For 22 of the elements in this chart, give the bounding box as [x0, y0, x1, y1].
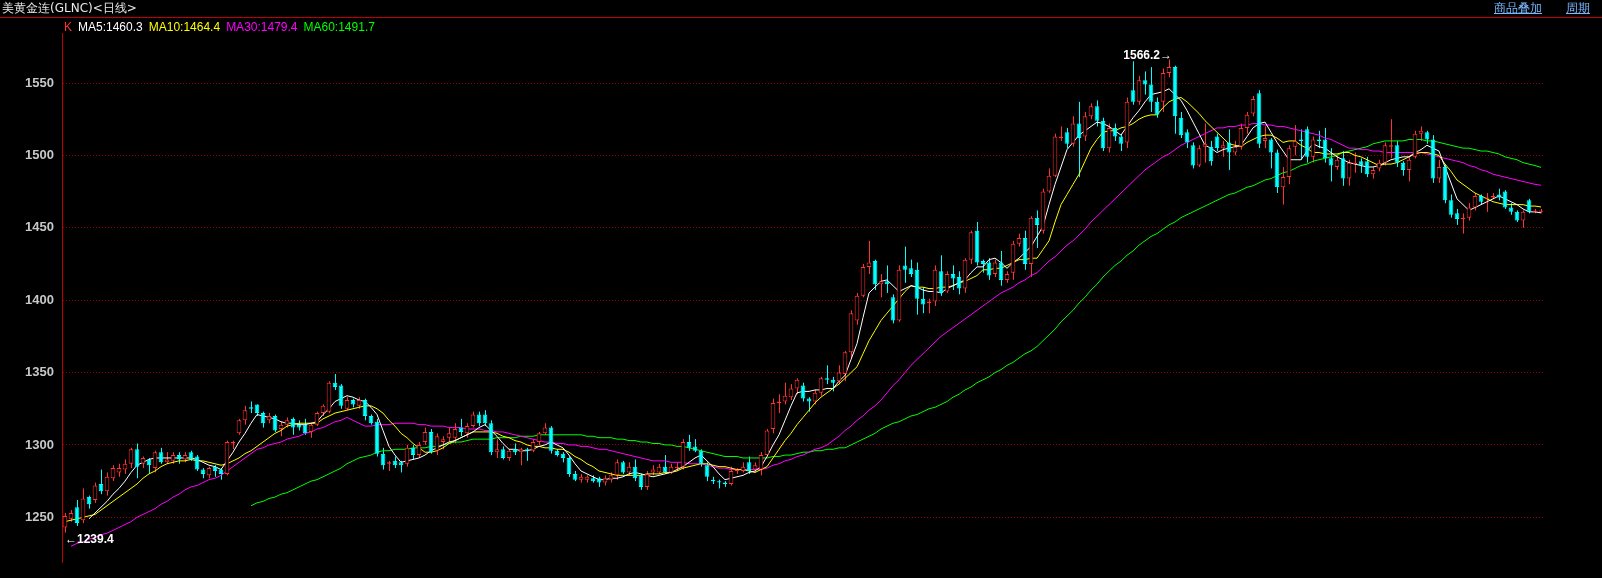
text: MA5:1460.3 [78, 20, 143, 34]
y-tick-label: 1450 [25, 219, 54, 235]
y-tick-label: 1400 [25, 291, 54, 307]
text: MA30:1479.4 [226, 20, 298, 34]
y-tick-label: 1550 [25, 74, 54, 90]
candlestick [1262, 125, 1268, 149]
chart-title: 美黄金连(GLNC)<日线> [2, 0, 137, 16]
y-tick-label: 1350 [25, 364, 54, 380]
text: 周期 [1566, 1, 1590, 15]
annotation: 1566.2→ [1123, 47, 1172, 62]
text: MA10:1464.4 [148, 20, 221, 34]
candlestick [878, 273, 884, 298]
candlestick [902, 246, 908, 284]
candlestick [884, 264, 890, 294]
text: 商品叠加 [1494, 1, 1542, 15]
y-tick-label: 1500 [25, 146, 54, 162]
candlestick [494, 438, 500, 459]
candlestick [1202, 123, 1208, 164]
y-tick-label: 1300 [25, 436, 54, 452]
text: MA60:1491.7 [303, 20, 375, 34]
y-tick-label: 1250 [25, 508, 54, 524]
text: K [64, 20, 73, 34]
